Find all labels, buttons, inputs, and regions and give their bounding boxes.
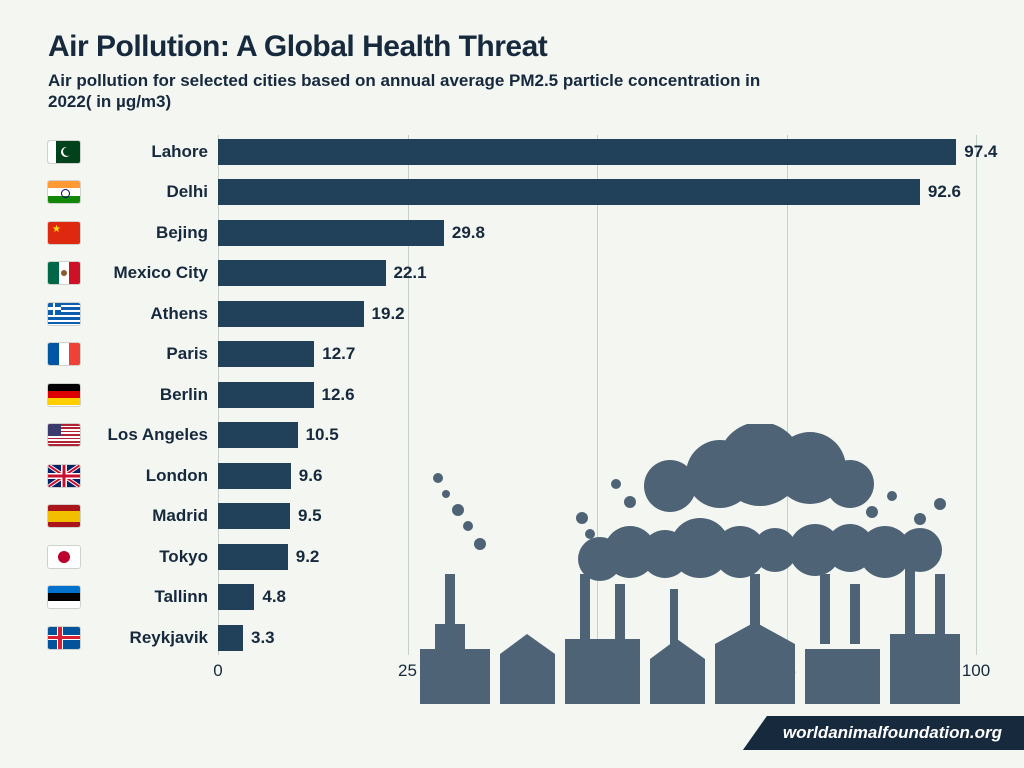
bar-cell: 12.6	[218, 382, 976, 408]
chart-subtitle: Air pollution for selected cities based …	[48, 70, 768, 113]
x-tick: 75	[777, 661, 796, 681]
bar-cell: 22.1	[218, 260, 976, 286]
bar-value: 12.7	[314, 344, 355, 364]
bar-value: 29.8	[444, 223, 485, 243]
bar-cell: 9.5	[218, 503, 976, 529]
bar-cell: 9.2	[218, 544, 976, 570]
flag-icon	[48, 141, 80, 163]
flag-icon	[48, 505, 80, 527]
bar-chart: Lahore97.4Delhi92.6★Bejing29.8Mexico Cit…	[48, 135, 976, 695]
bar-value: 10.5	[298, 425, 339, 445]
source-banner: worldanimalfoundation.org	[743, 716, 1024, 750]
bar-value: 12.6	[314, 385, 355, 405]
bar-cell: 97.4	[218, 139, 976, 165]
flag-icon	[48, 627, 80, 649]
bar-row: Tallinn 4.8	[48, 580, 976, 614]
flag-icon	[48, 384, 80, 406]
bar-value: 92.6	[920, 182, 961, 202]
city-label: Los Angeles	[80, 425, 218, 445]
bar-cell: 9.6	[218, 463, 976, 489]
city-label: Bejing	[80, 223, 218, 243]
flag-icon	[48, 303, 80, 325]
city-label: Tokyo	[80, 547, 218, 567]
bar-row: Athens 19.2	[48, 297, 976, 331]
bar-row: Mexico City 22.1	[48, 256, 976, 290]
bar	[218, 422, 298, 448]
bar	[218, 139, 956, 165]
bar-row: Berlin 12.6	[48, 378, 976, 412]
bar	[218, 179, 920, 205]
bar	[218, 220, 444, 246]
bar-value: 9.6	[291, 466, 323, 486]
bar-value: 22.1	[386, 263, 427, 283]
chart-title: Air Pollution: A Global Health Threat	[48, 30, 976, 64]
flag-icon	[48, 465, 80, 487]
bar-value: 19.2	[364, 304, 405, 324]
city-label: Reykjavik	[80, 628, 218, 648]
bar	[218, 382, 314, 408]
flag-icon	[48, 546, 80, 568]
source-text: worldanimalfoundation.org	[783, 723, 1002, 743]
flag-icon	[48, 343, 80, 365]
bar	[218, 625, 243, 651]
infographic-canvas: Air Pollution: A Global Health Threat Ai…	[0, 0, 1024, 768]
bar-row: Delhi 92.6	[48, 175, 976, 209]
bar-row: Madrid 9.5	[48, 499, 976, 533]
x-tick: 25	[398, 661, 417, 681]
flag-icon	[48, 586, 80, 608]
flag-icon	[48, 424, 80, 446]
bar-cell: 3.3	[218, 625, 976, 651]
bar-row: Tokyo 9.2	[48, 540, 976, 574]
x-tick: 50	[588, 661, 607, 681]
flag-icon	[48, 181, 80, 203]
bar	[218, 544, 288, 570]
bar-value: 3.3	[243, 628, 275, 648]
bar-cell: 4.8	[218, 584, 976, 610]
city-label: Athens	[80, 304, 218, 324]
bar-row: London 9.6	[48, 459, 976, 493]
bar-rows: Lahore97.4Delhi92.6★Bejing29.8Mexico Cit…	[48, 135, 976, 655]
city-label: Paris	[80, 344, 218, 364]
bar-cell: 29.8	[218, 220, 976, 246]
city-label: London	[80, 466, 218, 486]
bar-value: 4.8	[254, 587, 286, 607]
bar-cell: 19.2	[218, 301, 976, 327]
bar	[218, 463, 291, 489]
x-tick: 100	[962, 661, 990, 681]
bar-row: Los Angeles 10.5	[48, 418, 976, 452]
x-tick: 0	[213, 661, 222, 681]
x-axis: 0255075100	[218, 655, 976, 695]
bar-row: Reykjavik 3.3	[48, 621, 976, 655]
bar-row: ★Bejing 29.8	[48, 216, 976, 250]
flag-icon	[48, 262, 80, 284]
gridline	[976, 135, 977, 655]
bar	[218, 341, 314, 367]
flag-icon: ★	[48, 222, 80, 244]
city-label: Berlin	[80, 385, 218, 405]
bar-row: Lahore97.4	[48, 135, 976, 169]
bar-cell: 10.5	[218, 422, 976, 448]
bar	[218, 584, 254, 610]
bar-value: 97.4	[956, 142, 997, 162]
city-label: Lahore	[80, 142, 218, 162]
bar	[218, 301, 364, 327]
bar-row: Paris 12.7	[48, 337, 976, 371]
bar	[218, 503, 290, 529]
bar-cell: 92.6	[218, 179, 976, 205]
bar	[218, 260, 386, 286]
city-label: Delhi	[80, 182, 218, 202]
city-label: Tallinn	[80, 587, 218, 607]
bar-cell: 12.7	[218, 341, 976, 367]
bar-value: 9.5	[290, 506, 322, 526]
bar-value: 9.2	[288, 547, 320, 567]
city-label: Madrid	[80, 506, 218, 526]
city-label: Mexico City	[80, 263, 218, 283]
